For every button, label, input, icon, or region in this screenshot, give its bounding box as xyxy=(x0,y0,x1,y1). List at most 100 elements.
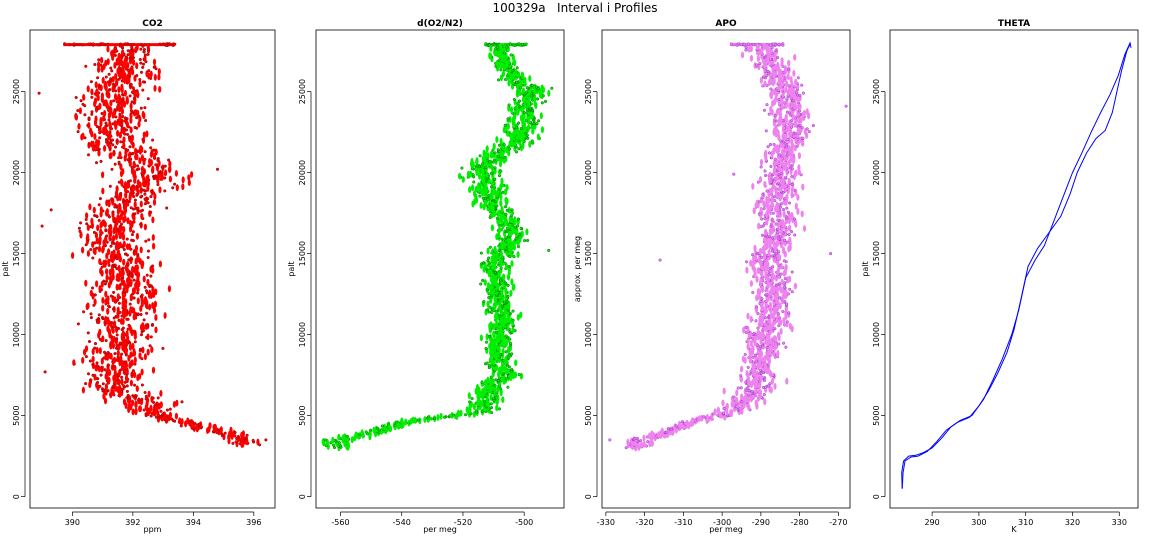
data-point xyxy=(146,333,150,341)
data-point xyxy=(782,341,786,345)
data-point xyxy=(781,177,786,185)
data-point xyxy=(105,372,109,380)
data-point xyxy=(475,409,479,413)
data-point xyxy=(140,368,144,376)
data-point xyxy=(127,258,131,262)
data-point xyxy=(106,325,110,333)
data-point xyxy=(161,42,165,46)
data-point xyxy=(777,342,781,346)
data-point xyxy=(143,285,147,289)
data-point xyxy=(119,222,124,226)
data-point xyxy=(514,359,518,367)
plot-frame xyxy=(29,29,276,509)
data-point xyxy=(735,43,739,47)
data-point xyxy=(106,58,110,66)
data-point xyxy=(96,76,100,80)
data-point xyxy=(139,61,143,65)
data-point xyxy=(92,206,96,214)
data-point xyxy=(493,188,497,196)
data-point xyxy=(74,95,78,100)
data-point xyxy=(793,233,797,237)
data-point xyxy=(128,343,133,351)
data-point xyxy=(143,157,147,161)
data-point xyxy=(501,70,505,78)
data-point xyxy=(104,339,108,343)
data-point xyxy=(146,255,150,260)
data-point xyxy=(149,265,153,273)
data-point xyxy=(130,100,134,104)
data-point xyxy=(100,92,104,100)
data-point xyxy=(510,367,514,372)
data-point xyxy=(131,394,135,398)
data-point xyxy=(125,396,129,400)
data-point xyxy=(126,393,130,397)
data-point xyxy=(134,407,138,415)
data-point xyxy=(113,352,117,356)
data-point xyxy=(517,99,522,103)
data-point xyxy=(112,356,117,364)
data-point xyxy=(716,413,720,417)
data-point xyxy=(487,310,491,314)
data-point xyxy=(108,268,112,276)
data-point xyxy=(744,325,748,329)
data-point xyxy=(122,384,126,388)
data-point xyxy=(360,429,364,436)
data-point xyxy=(790,175,794,179)
data-point xyxy=(743,42,747,46)
data-point xyxy=(130,359,134,367)
data-point xyxy=(755,275,759,283)
y-tick-label: 20000 xyxy=(872,160,881,185)
data-point xyxy=(746,337,750,344)
data-point xyxy=(136,149,140,153)
data-point xyxy=(113,120,117,127)
data-point xyxy=(143,53,147,57)
data-point xyxy=(102,279,106,283)
data-point xyxy=(805,108,809,115)
data-point xyxy=(779,202,783,206)
data-point xyxy=(131,369,135,373)
data-point xyxy=(90,286,95,290)
data-point xyxy=(117,160,121,164)
data-point-outlier xyxy=(43,370,47,374)
data-point xyxy=(113,145,118,149)
data-point xyxy=(811,123,815,128)
data-point xyxy=(95,125,99,129)
data-point xyxy=(785,193,789,201)
data-point xyxy=(122,289,126,294)
data-point xyxy=(124,55,128,59)
data-point xyxy=(171,186,175,190)
x-tick-label: -310 xyxy=(674,518,692,527)
data-point xyxy=(160,165,164,169)
data-point xyxy=(117,93,121,100)
data-point xyxy=(81,43,85,47)
data-point xyxy=(540,126,545,134)
data-point xyxy=(779,272,783,276)
y-tick-label: 15000 xyxy=(872,241,881,266)
data-point xyxy=(522,111,526,115)
data-point xyxy=(788,201,792,205)
data-point xyxy=(120,378,124,386)
data-point xyxy=(243,436,247,440)
data-point xyxy=(495,391,499,395)
data-point xyxy=(146,249,151,253)
y-tick-label: 10000 xyxy=(12,322,21,347)
data-point xyxy=(783,238,787,242)
data-point xyxy=(116,326,121,331)
data-point xyxy=(89,247,93,252)
data-point xyxy=(758,61,762,66)
data-point xyxy=(96,380,100,385)
data-point-outlier xyxy=(608,438,612,442)
data-point xyxy=(792,217,797,221)
data-point xyxy=(488,245,492,249)
data-point xyxy=(158,260,162,268)
data-point xyxy=(159,409,163,413)
data-point xyxy=(140,194,144,198)
data-point xyxy=(121,231,125,239)
data-point xyxy=(495,136,499,143)
data-point xyxy=(790,119,794,123)
data-point xyxy=(131,230,135,234)
data-point xyxy=(757,256,761,263)
data-point xyxy=(87,339,92,344)
data-point xyxy=(792,70,796,77)
data-point xyxy=(161,346,165,350)
